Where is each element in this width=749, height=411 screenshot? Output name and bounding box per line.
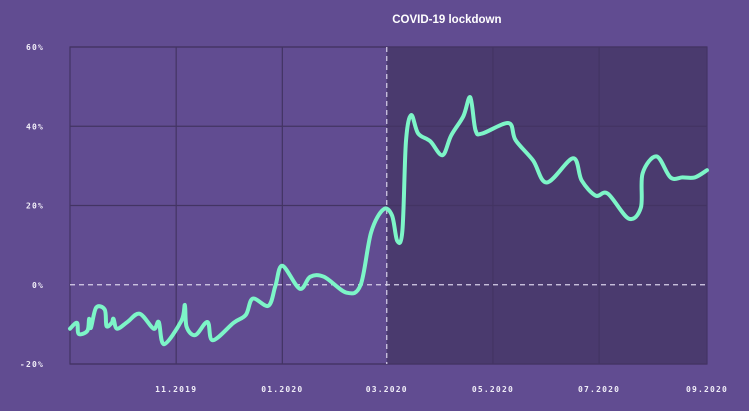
- x-tick-label: 05.2020: [472, 385, 514, 394]
- grid: [69, 46, 708, 365]
- series-line: [68, 95, 709, 347]
- x-tick-label: 07.2020: [578, 385, 620, 394]
- x-axis: 11.2019 01.2020 03.2020 05.2020 07.2020 09.20…: [155, 385, 728, 394]
- x-tick-label: 11.2019: [155, 385, 197, 394]
- y-tick-label: 40%: [26, 122, 44, 131]
- y-tick-label: 20%: [26, 202, 44, 211]
- y-tick-label: -20%: [20, 360, 44, 369]
- y-axis: 60% 40% 20% 0% -20%: [20, 43, 44, 369]
- lockdown-label: COVID-19 lockdown: [392, 14, 501, 26]
- y-tick-label: 0%: [32, 281, 44, 290]
- x-tick-label: 01.2020: [261, 385, 303, 394]
- x-tick-label: 09.2020: [686, 385, 728, 394]
- x-tick-label: 03.2020: [366, 385, 408, 394]
- y-tick-label: 60%: [26, 43, 44, 52]
